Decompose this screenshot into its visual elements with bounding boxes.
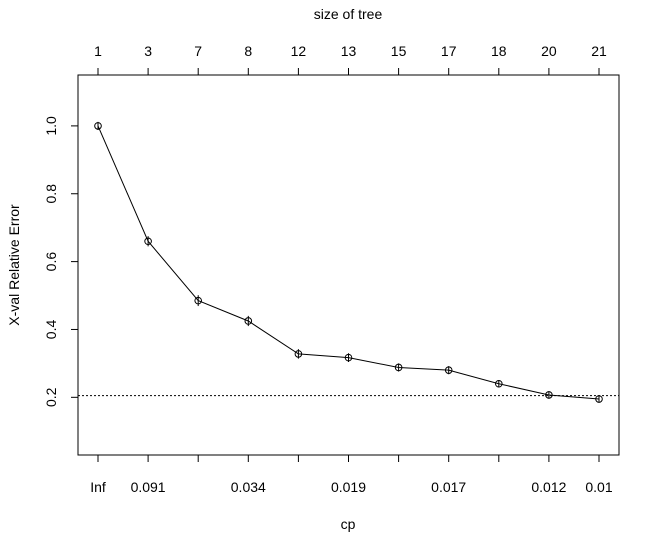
- data-point: [194, 296, 202, 305]
- top-tick-label: 13: [341, 43, 357, 59]
- data-point: [144, 237, 152, 246]
- data-point: [344, 353, 353, 362]
- bottom-tick-label: 0.034: [231, 479, 266, 495]
- top-tick-label: 20: [541, 43, 557, 59]
- data-point: [444, 366, 453, 374]
- y-tick-label: 0.6: [43, 252, 59, 272]
- data-layer: [78, 121, 619, 403]
- top-tick-label: 3: [144, 43, 152, 59]
- data-point: [294, 350, 303, 358]
- top-tick-label: 15: [391, 43, 407, 59]
- data-point: [495, 379, 503, 388]
- y-axis-title: X-val Relative Error: [6, 204, 22, 326]
- y-tick-label: 0.4: [43, 320, 59, 340]
- bottom-tick-label: 0.01: [585, 479, 612, 495]
- top-tick-label: 17: [441, 43, 457, 59]
- top-axis-title: size of tree: [314, 6, 383, 22]
- bottom-tick-label: 0.017: [431, 479, 466, 495]
- top-tick-label: 12: [291, 43, 307, 59]
- x-axis-title: cp: [341, 516, 356, 532]
- y-tick-label: 0.2: [43, 387, 59, 407]
- top-tick-label: 18: [491, 43, 507, 59]
- bottom-tick-label: 0.019: [331, 479, 366, 495]
- bottom-tick-label: Inf: [90, 479, 106, 495]
- data-point: [244, 317, 253, 325]
- top-tick-label: 21: [591, 43, 607, 59]
- top-tick-label: 1: [94, 43, 102, 59]
- top-tick-label: 7: [194, 43, 202, 59]
- bottom-tick-label: 0.012: [531, 479, 566, 495]
- bottom-tick-label: 0.091: [131, 479, 166, 495]
- data-point: [394, 363, 403, 372]
- y-tick-label: 1.0: [43, 116, 59, 136]
- data-point: [595, 395, 603, 403]
- top-tick-label: 8: [244, 43, 252, 59]
- y-tick-label: 0.8: [43, 184, 59, 204]
- plot-frame: [77, 74, 620, 456]
- data-point: [94, 122, 102, 130]
- data-point: [545, 391, 553, 399]
